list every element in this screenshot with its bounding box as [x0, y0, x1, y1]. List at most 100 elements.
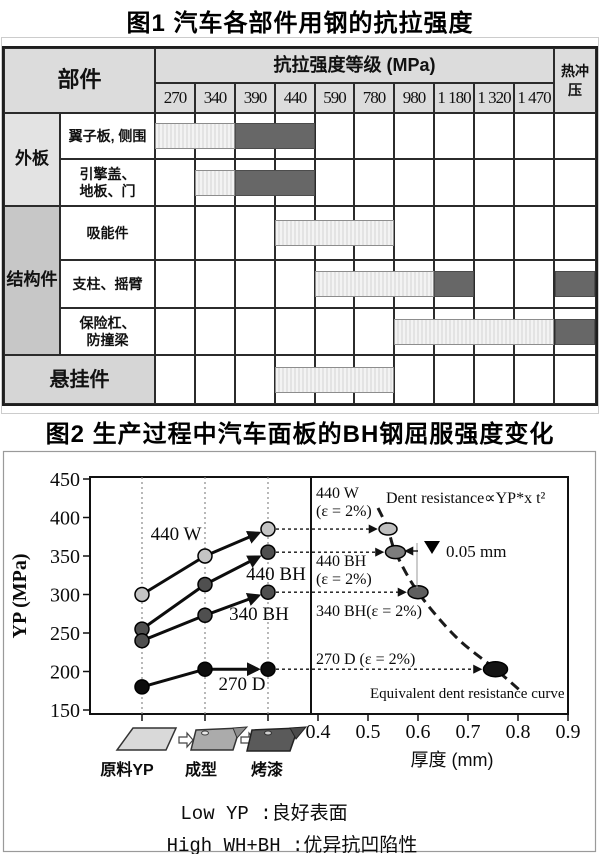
grid-cell: [434, 355, 474, 404]
x-axis-label: 厚度 (mm): [411, 750, 494, 770]
data-point-270-D: [260, 661, 276, 677]
header-grade-440: 440: [275, 83, 315, 113]
series-line-arrow: [204, 555, 262, 586]
fig1-strength-table: 部件 抗拉强度等级 (MPa) 270 340 390 440 590 780 980 1 180…: [2, 46, 598, 406]
stage-label: 原料YP: [100, 760, 154, 779]
grid-cell: [514, 113, 554, 159]
x-tick-label: 0.4: [306, 721, 331, 743]
hot-stamp-bar: [555, 271, 595, 297]
grid-cell: [474, 260, 514, 308]
thickness-point: [482, 660, 509, 678]
strength-bar-light: [195, 170, 235, 196]
header-grade-270: 270: [155, 83, 195, 113]
grid-cell: [354, 159, 394, 206]
formed-panel-icon: [190, 727, 242, 751]
x-tick-label: 0.7: [456, 721, 481, 743]
thickness-point: [378, 522, 398, 536]
grid-cell: [474, 206, 514, 260]
grid-cell: [434, 159, 474, 206]
point-label: 440 BH: [316, 553, 367, 570]
header-strength-group: 抗拉强度等级 (MPa): [155, 48, 554, 83]
data-point-440-W: [134, 586, 150, 603]
data-point-440-BH: [197, 576, 213, 593]
grid-cell: [554, 206, 596, 260]
thickness-point: [407, 584, 429, 600]
strength-bar-light: [275, 220, 394, 246]
dent-formula: Dent resistance∝YP*x t²: [386, 490, 546, 507]
fig2-title: 图2 生产过程中汽车面板的BH钢屈服强度变化: [45, 421, 555, 448]
stage-label: 烤漆: [251, 760, 283, 779]
grid-cell: [394, 159, 434, 206]
grid-cell: [155, 206, 195, 260]
fig1-title: 图1 汽车各部件用钢的抗拉强度: [126, 10, 474, 37]
delta-triangle-icon: [424, 541, 440, 554]
grid-cell: [195, 308, 235, 355]
header-grade-390: 390: [235, 83, 275, 113]
grid-cell: [394, 206, 434, 260]
grid-cell: [514, 260, 554, 308]
strength-bar-dark: [434, 271, 474, 297]
strength-bar-light: [155, 123, 235, 149]
grid-cell: [155, 308, 195, 355]
y-tick-label: 250: [50, 623, 80, 645]
part-cell: 吸能件: [60, 206, 155, 260]
series-label: 440 W: [151, 524, 202, 545]
data-point-340-BH: [197, 607, 213, 624]
grid-cell: [155, 260, 195, 308]
part-cell: 支柱、摇臂: [60, 260, 155, 308]
header-grade-980: 980: [394, 83, 434, 113]
hot-stamp-bar: [555, 319, 595, 345]
strength-bar-light: [275, 367, 394, 393]
category-cell-结构件: 结构件: [4, 206, 60, 355]
data-point-270-D: [134, 679, 150, 695]
figure2-border: [2, 450, 597, 853]
series-line: [141, 667, 206, 689]
grid-cell: [195, 260, 235, 308]
grid-cell: [474, 159, 514, 206]
grid-cell: [235, 206, 275, 260]
grid-cell: [514, 355, 554, 404]
grid-cell: [474, 355, 514, 404]
grid-cell: [434, 206, 474, 260]
grid-cell: [554, 355, 596, 404]
caption-low-yp: Low YP :良好表面: [180, 802, 347, 825]
part-cell: 引擎盖、 地板、门: [60, 159, 155, 206]
series-label: 440 BH: [246, 564, 306, 585]
grid-cell: [474, 113, 514, 159]
x-tick-label: 0.5: [356, 721, 381, 743]
process-arrow-icon: [178, 731, 194, 749]
grid-cell: [315, 113, 354, 159]
grid-cell: [394, 113, 434, 159]
thickness-point: [384, 544, 407, 560]
strength-bar-light: [315, 271, 434, 297]
category-cell-悬挂件: 悬挂件: [4, 355, 155, 404]
grid-cell: [195, 355, 235, 404]
grid-cell: [354, 308, 394, 355]
blank-sheet-icon: [115, 727, 178, 751]
data-point-440-W: [260, 521, 276, 537]
grid-cell: [394, 355, 434, 404]
series-line-arrow: [204, 592, 262, 617]
formed-panel-curl: [232, 726, 249, 739]
curve-label: Equivalent dent resistance curve: [370, 686, 565, 702]
point-label: 440 W: [316, 485, 360, 502]
point-label: 340 BH(ε = 2%): [316, 603, 422, 620]
y-tick-label: 400: [50, 508, 80, 530]
part-cell: 保险杠、 防撞梁: [60, 308, 155, 355]
series-line: [141, 613, 206, 643]
painted-panel-curl: [289, 726, 308, 740]
y-tick-label: 200: [50, 662, 80, 684]
header-grade-780: 780: [354, 83, 394, 113]
header-grade-590: 590: [315, 83, 354, 113]
grid-cell: [315, 159, 354, 206]
header-grade-340: 340: [195, 83, 235, 113]
grid-cell: [235, 308, 275, 355]
x-tick-label: 0.6: [406, 721, 431, 743]
point-label: (ε = 2%): [316, 503, 372, 520]
strength-bar-dark: [235, 123, 315, 149]
delta-label: 0.05 mm: [446, 542, 506, 561]
series-line-arrow: [204, 530, 262, 558]
data-point-270-D: [197, 661, 213, 677]
header-part: 部件: [4, 48, 155, 113]
